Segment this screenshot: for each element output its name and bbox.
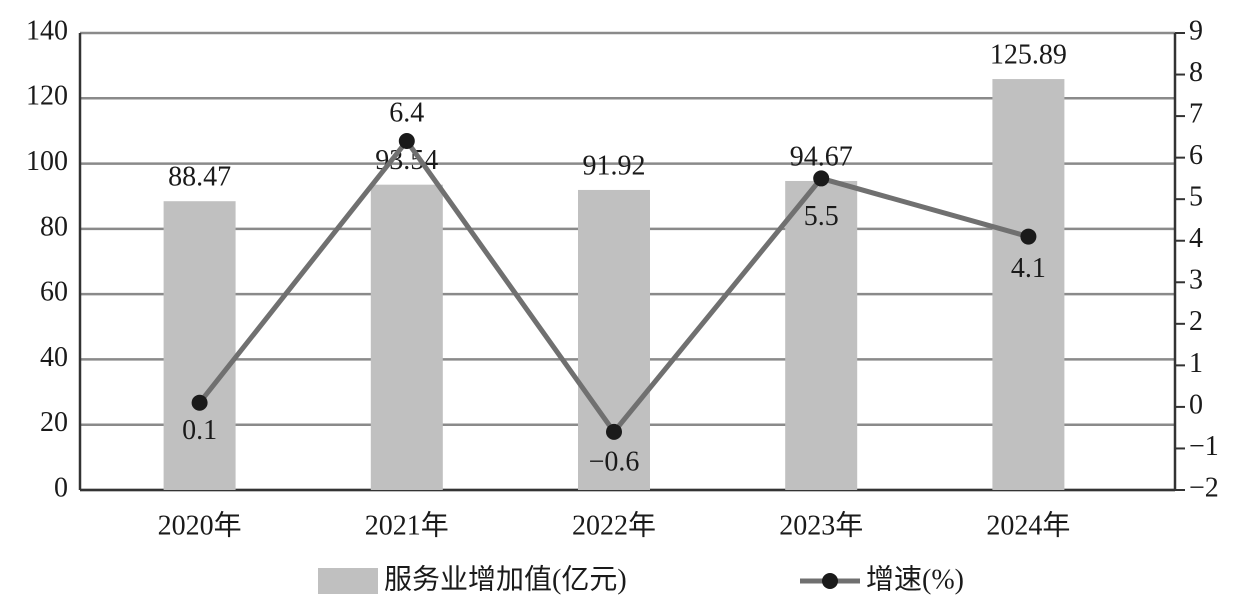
line-value-label: 5.5 <box>804 201 839 232</box>
y2-tick-label: 6 <box>1189 140 1203 171</box>
line-marker <box>398 133 415 150</box>
x-tick-label: 2022年 <box>572 509 656 541</box>
line-value-label: 4.1 <box>1011 253 1046 284</box>
bar-value-label: 125.89 <box>990 39 1067 70</box>
y-tick-label: 80 <box>40 211 68 242</box>
y2-tick-label: 9 <box>1189 15 1203 46</box>
y-tick-label: 60 <box>40 277 68 308</box>
line-value-label: 6.4 <box>389 97 424 128</box>
legend-swatch <box>318 568 378 594</box>
legend-marker <box>822 573 838 589</box>
x-tick-label: 2021年 <box>365 509 449 541</box>
bar <box>785 180 858 490</box>
y2-tick-label: 8 <box>1189 57 1203 88</box>
bar <box>370 184 443 491</box>
y-tick-label: 120 <box>26 81 68 112</box>
line-marker <box>813 170 830 187</box>
bar-value-label: 88.47 <box>168 162 231 193</box>
bar <box>578 189 650 491</box>
y-tick-label: 0 <box>54 472 68 503</box>
y2-tick-label: 0 <box>1189 389 1203 420</box>
x-tick-label: 2020年 <box>158 509 242 541</box>
y2-tick-label: 2 <box>1189 306 1203 337</box>
bar-value-label: 94.67 <box>790 141 853 172</box>
y-tick-label: 140 <box>26 15 68 46</box>
line-marker <box>191 394 208 411</box>
legend-label: 服务业增加值(亿元) <box>384 563 627 595</box>
x-tick-label: 2024年 <box>986 509 1070 541</box>
y2-tick-label: 7 <box>1189 99 1203 130</box>
line-value-label: 0.1 <box>182 415 217 446</box>
legend-label: 增速(%) <box>866 563 964 595</box>
bar <box>163 201 236 490</box>
y-tick-label: 40 <box>40 342 68 373</box>
y2-tick-label: 5 <box>1189 182 1203 213</box>
x-tick-label: 2023年 <box>779 509 863 541</box>
bar <box>992 79 1065 490</box>
y2-tick-label: 1 <box>1189 348 1203 379</box>
y2-tick-label: −1 <box>1189 431 1219 462</box>
y2-tick-label: 3 <box>1189 265 1203 296</box>
y-tick-label: 20 <box>40 407 68 438</box>
line-marker <box>1020 228 1037 245</box>
line-value-label: −0.6 <box>589 446 640 477</box>
y2-tick-label: 4 <box>1189 223 1203 254</box>
line-marker <box>606 423 622 440</box>
y-tick-label: 100 <box>26 146 68 177</box>
bar-value-label: 91.92 <box>583 150 646 181</box>
y2-tick-label: −2 <box>1189 472 1219 503</box>
